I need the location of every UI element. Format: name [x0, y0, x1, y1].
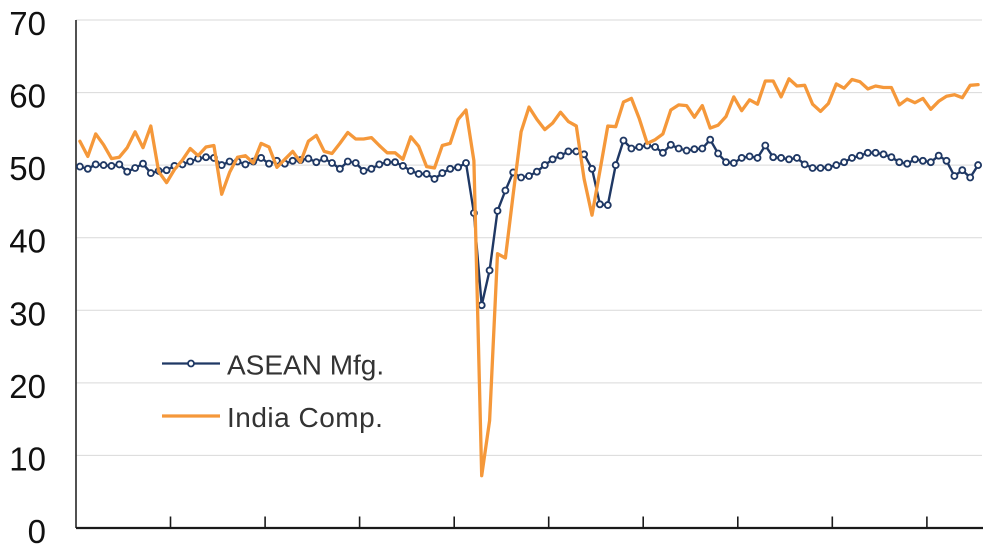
svg-text:60: 60	[9, 78, 46, 115]
svg-text:30: 30	[9, 295, 46, 332]
svg-text:50: 50	[9, 150, 46, 187]
svg-text:20: 20	[9, 368, 46, 405]
svg-text:0: 0	[28, 513, 46, 550]
svg-text:10: 10	[9, 440, 46, 477]
svg-text:70: 70	[9, 5, 46, 42]
svg-text:40: 40	[9, 223, 46, 260]
svg-text:India Comp.: India Comp.	[227, 402, 383, 433]
svg-text:ASEAN Mfg.: ASEAN Mfg.	[227, 350, 384, 381]
